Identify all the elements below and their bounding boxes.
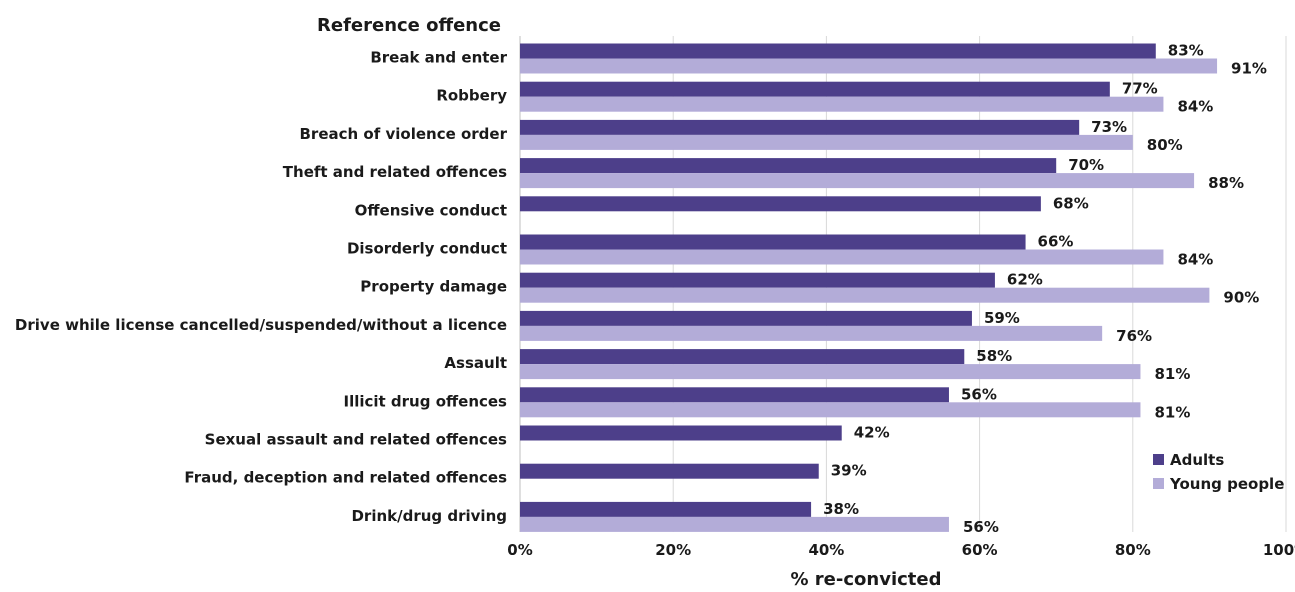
- value-label-young-people: 56%: [963, 518, 999, 536]
- category-label: Disorderly conduct: [347, 240, 507, 258]
- bar-adults: [520, 463, 819, 479]
- bar-adults: [520, 196, 1041, 212]
- value-label-young-people: 80%: [1147, 136, 1183, 154]
- legend-label-young-people: Young people: [1169, 475, 1284, 493]
- bar-adults: [520, 349, 965, 365]
- value-label-adults: 42%: [854, 424, 890, 442]
- bar-adults: [520, 501, 812, 517]
- value-label-young-people: 81%: [1154, 403, 1190, 421]
- value-label-young-people: 91%: [1231, 60, 1267, 78]
- legend-label-adults: Adults: [1170, 451, 1224, 469]
- x-tick-label: 40%: [808, 541, 844, 559]
- value-label-young-people: 81%: [1154, 365, 1190, 383]
- bar-young-people: [520, 58, 1218, 74]
- bar-adults: [520, 119, 1080, 135]
- value-label-young-people: 76%: [1116, 327, 1152, 345]
- category-label: Break and enter: [370, 49, 507, 67]
- x-tick-label: 0%: [507, 541, 532, 559]
- bar-young-people: [520, 134, 1133, 150]
- category-label: Assault: [444, 354, 507, 372]
- x-tick-label: 100%: [1263, 541, 1295, 559]
- legend-swatch-young-people: [1153, 478, 1164, 489]
- bar-adults: [520, 387, 949, 403]
- value-label-young-people: 84%: [1177, 251, 1213, 269]
- bar-adults: [520, 272, 995, 288]
- category-label: Drink/drug driving: [351, 507, 507, 525]
- value-label-adults: 39%: [831, 462, 867, 480]
- value-label-young-people: 88%: [1208, 174, 1244, 192]
- x-tick-label: 80%: [1115, 541, 1151, 559]
- value-label-adults: 83%: [1168, 42, 1204, 60]
- labels: 0% 20% 40% 60% 80% 100% Break and enter 83% 91% R…: [15, 42, 1295, 560]
- bar-young-people: [520, 287, 1210, 303]
- bar-adults: [520, 43, 1156, 59]
- category-label: Breach of violence order: [300, 125, 508, 143]
- category-label: Fraud, deception and related offences: [184, 469, 507, 487]
- y-axis-title: Reference offence: [317, 15, 501, 36]
- category-label: Theft and related offences: [283, 163, 507, 181]
- bar-adults: [520, 310, 972, 326]
- legend-swatch-adults: [1153, 454, 1164, 465]
- value-label-young-people: 90%: [1223, 289, 1259, 307]
- bar-young-people: [520, 402, 1141, 418]
- value-label-adults: 73%: [1091, 118, 1127, 136]
- x-tick-label: 20%: [655, 541, 691, 559]
- value-label-adults: 59%: [984, 309, 1020, 327]
- bar-young-people: [520, 173, 1195, 189]
- bar-young-people: [520, 516, 949, 532]
- value-label-adults: 66%: [1038, 233, 1074, 251]
- value-label-adults: 77%: [1122, 80, 1158, 98]
- category-label: Offensive conduct: [355, 201, 507, 219]
- legend: Adults Young people: [1153, 451, 1284, 493]
- category-label: Illicit drug offences: [343, 392, 507, 410]
- category-label: Property damage: [360, 278, 507, 296]
- value-label-adults: 56%: [961, 385, 997, 403]
- value-label-adults: 38%: [823, 500, 859, 518]
- bar-adults: [520, 425, 842, 441]
- bar-adults: [520, 234, 1026, 250]
- bar-young-people: [520, 96, 1164, 112]
- x-tick-label: 60%: [962, 541, 998, 559]
- bar-young-people: [520, 249, 1164, 265]
- bars: [520, 43, 1218, 532]
- value-label-adults: 58%: [976, 347, 1012, 365]
- category-label: Robbery: [436, 87, 507, 105]
- value-label-adults: 70%: [1068, 156, 1104, 174]
- bar-adults: [520, 81, 1110, 97]
- value-label-young-people: 84%: [1177, 98, 1213, 116]
- value-label-adults: 68%: [1053, 194, 1089, 212]
- bar-young-people: [520, 325, 1103, 341]
- bar-adults: [520, 158, 1057, 174]
- bar-young-people: [520, 364, 1141, 380]
- x-axis-title: % re-convicted: [791, 569, 942, 590]
- category-label: Drive while license cancelled/suspended/…: [15, 316, 507, 334]
- value-label-adults: 62%: [1007, 271, 1043, 289]
- category-label: Sexual assault and related offences: [205, 431, 507, 449]
